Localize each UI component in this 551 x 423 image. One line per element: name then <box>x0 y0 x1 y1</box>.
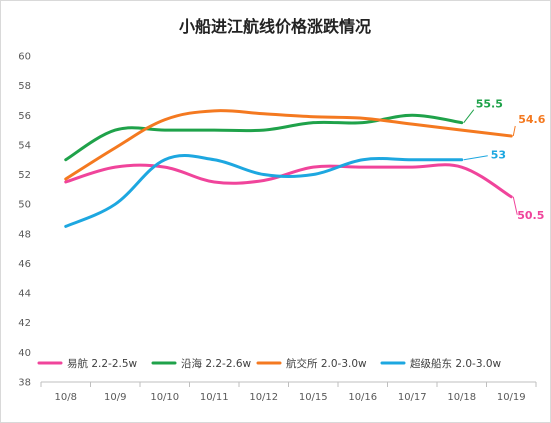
y-tick-label: 52 <box>18 170 31 181</box>
x-axis: 10/8 10/9 10/10 10/11 10/12 10/15 10/16 10/17 10… <box>40 381 537 403</box>
legend-label: 超级船东 2.0-3.0w <box>410 357 502 370</box>
y-tick-label: 44 <box>18 289 31 300</box>
y-tick-label: 58 <box>18 81 31 92</box>
x-tick-label: 10/18 <box>447 392 476 403</box>
y-tick-label: 48 <box>18 229 31 240</box>
y-tick-label: 60 <box>18 52 31 63</box>
y-tick-label: 38 <box>18 378 31 389</box>
end-labels: 50.5 55.5 54.6 53 <box>463 98 546 222</box>
series-end-label: 50.5 <box>517 209 544 222</box>
end-label-leader <box>512 125 516 137</box>
legend-label: 航交所 2.0-3.0w <box>286 357 367 370</box>
x-tick-label: 10/12 <box>249 392 278 403</box>
series-end-label: 54.6 <box>518 113 545 126</box>
end-label-leader <box>463 109 475 123</box>
series-line <box>64 163 513 199</box>
x-tick-label: 10/8 <box>55 392 77 403</box>
x-tick-label: 10/19 <box>497 392 526 403</box>
y-tick-label: 42 <box>18 318 31 329</box>
y-axis: 38 40 42 44 46 48 50 52 54 56 58 60 <box>18 52 31 389</box>
end-label-leader <box>512 196 518 215</box>
x-tick-label: 10/15 <box>299 392 328 403</box>
y-tick-label: 40 <box>18 348 31 359</box>
legend: 易航 2.2-2.5w 沿海 2.2-2.6w 航交所 2.0-3.0w 超级船东 2… <box>37 357 502 370</box>
y-tick-label: 50 <box>18 200 31 211</box>
legend-label: 沿海 2.2-2.6w <box>181 357 252 370</box>
y-tick-label: 54 <box>18 140 31 151</box>
series-end-label: 55.5 <box>476 98 503 111</box>
chart-title: 小船进江航线价格涨跌情况 <box>179 17 371 36</box>
series-line <box>64 109 513 181</box>
x-tick-label: 10/16 <box>348 392 377 403</box>
series-line <box>64 154 464 228</box>
x-tick-label: 10/10 <box>150 392 179 403</box>
end-label-leader <box>463 155 488 161</box>
x-tick-label: 10/17 <box>398 392 427 403</box>
series-end-label: 53 <box>491 149 506 162</box>
y-tick-label: 56 <box>18 111 31 122</box>
y-tick-label: 46 <box>18 259 31 270</box>
series-line <box>64 113 464 162</box>
legend-label: 易航 2.2-2.5w <box>67 357 138 370</box>
series-layer <box>64 109 513 228</box>
x-tick-label: 10/11 <box>200 392 229 403</box>
x-tick-label: 10/9 <box>104 392 126 403</box>
